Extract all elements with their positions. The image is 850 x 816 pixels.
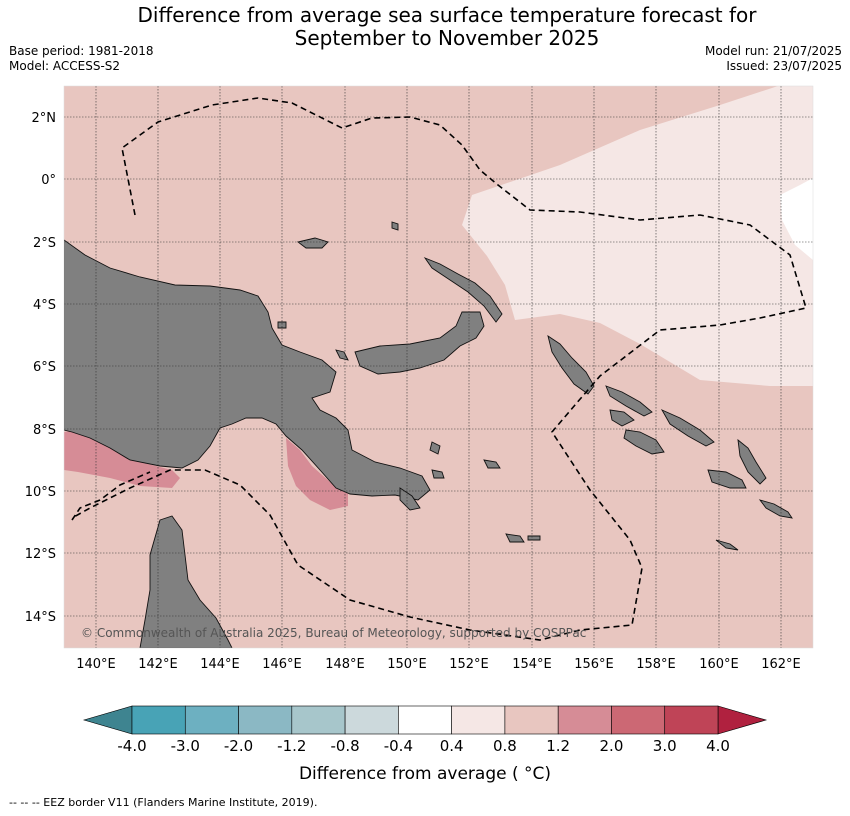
colorbar-tick-label: 1.2 [546,737,570,755]
land-manus [296,237,329,249]
land-small-islet-3 [277,321,287,329]
land-bougainville [547,334,595,395]
lon-label: 160°E [699,657,739,672]
colorbar-tick-label: -2.0 [224,737,253,755]
lat-label: 12°S [25,547,56,562]
land-cape-york [139,515,233,648]
land-small-islet-5 [429,441,441,455]
land-small-islet-2 [715,539,739,551]
colorbar-tick-label: -0.4 [384,737,413,755]
lon-label: 154°E [512,657,552,672]
land-guadalcanal [623,429,665,455]
lat-label: 6°S [33,360,56,375]
land-small-islet [527,535,541,541]
weak-anomaly-region [462,86,813,386]
lon-label: 158°E [636,657,676,672]
colorbar-swatch [398,705,452,735]
land-masses [64,221,793,648]
lon-label: 156°E [574,657,614,672]
land-louisiade [505,533,525,543]
colorbar-tick-label: 2.0 [600,737,624,755]
title-line-2: September to November 2025 [294,26,600,50]
land-malaita [737,438,767,485]
colorbar-tick-label: -3.0 [171,737,200,755]
strong-anomaly-region-west [64,430,180,488]
colorbar-swatch [451,705,506,735]
strong-anomaly-region-south [286,438,348,510]
colorbar-arrow-high [717,705,768,735]
colorbar-arrow-low [82,705,133,735]
colorbar-swatch [131,705,186,735]
title-line-1: Difference from average sea surface temp… [137,3,757,27]
land-santa-isabel [660,409,715,447]
meta-right: Model run: 21/07/2025 Issued: 23/07/2025 [705,44,842,74]
colorbar-tick-label: -4.0 [117,737,146,755]
longitude-labels: 140°E 142°E 144°E 146°E 148°E 150°E 152°… [76,657,801,672]
map-title: Difference from average sea surface temp… [0,4,850,50]
land-choiseul [605,385,653,417]
neutral-region [780,178,813,260]
lon-label: 150°E [387,657,427,672]
lon-label: 148°E [325,657,365,672]
colorbar-swatch [291,705,346,735]
base-period: Base period: 1981-2018 [9,44,154,58]
map-frame [63,85,814,649]
colorbar-swatch [557,705,612,735]
lat-label: 8°S [33,423,56,438]
meta-left: Base period: 1981-2018 Model: ACCESS-S2 [9,44,154,74]
lon-label: 140°E [76,657,116,672]
model-name: Model: ACCESS-S2 [9,59,121,73]
eez-border [71,97,808,641]
lon-label: 152°E [449,657,489,672]
graticule [64,86,813,648]
land-bismarck-islet [391,221,399,231]
colorbar-tick-label: -1.2 [277,737,306,755]
land-new-britain [354,311,485,375]
colorbar-swatch [344,705,399,735]
colorbar-tick-label: 0.4 [440,737,464,755]
lat-label: 4°S [33,298,56,313]
issued-date: Issued: 23/07/2025 [726,59,842,73]
colorbar-swatch [504,705,559,735]
lon-label: 144°E [200,657,240,672]
land-rennell [758,499,793,519]
lon-label: 146°E [262,657,302,672]
lon-label: 162°E [761,657,801,672]
lat-label: 14°S [25,610,56,625]
colorbar-tick-label: -0.8 [330,737,359,755]
land-new-georgia [609,409,635,427]
colorbar-swatch [611,705,666,735]
colorbar-tick-label: 4.0 [706,737,730,755]
copyright-notice: © Commonwealth of Australia 2025, Bureau… [81,626,586,640]
colorbar-tick-label: 3.0 [653,737,677,755]
land-dentrecasteaux [399,487,421,511]
land-trobriand [431,469,445,479]
lat-label: 2°S [33,236,56,251]
colorbar-swatch [184,705,239,735]
model-run: Model run: 21/07/2025 [704,44,842,58]
lat-label: 2°N [32,111,57,126]
lat-label: 0° [41,173,56,188]
colorbar-swatch [664,705,719,735]
colorbar-label: Difference from average ( °C) [298,764,552,784]
lon-label: 142°E [138,657,178,672]
land-new-guinea [64,239,431,501]
colorbar: -4.0 -3.0 -2.0 -1.2 -0.8 -0.4 0.4 0.8 1.2 2.0 3.0 4… [82,705,768,755]
land-woodlark [483,459,501,469]
land-makira [707,469,747,489]
colorbar-tick-label: 0.8 [493,737,517,755]
land-new-ireland [423,257,503,323]
footer-note: -- -- -- EEZ border V11 (Flanders Marine… [9,796,318,809]
lat-label: 10°S [25,485,56,500]
colorbar-swatch [238,705,293,735]
latitude-labels: 2°N 0° 2°S 4°S 6°S 8°S 10°S 12°S 14°S [25,111,56,625]
map-area: © Commonwealth of Australia 2025, Bureau… [64,86,813,648]
